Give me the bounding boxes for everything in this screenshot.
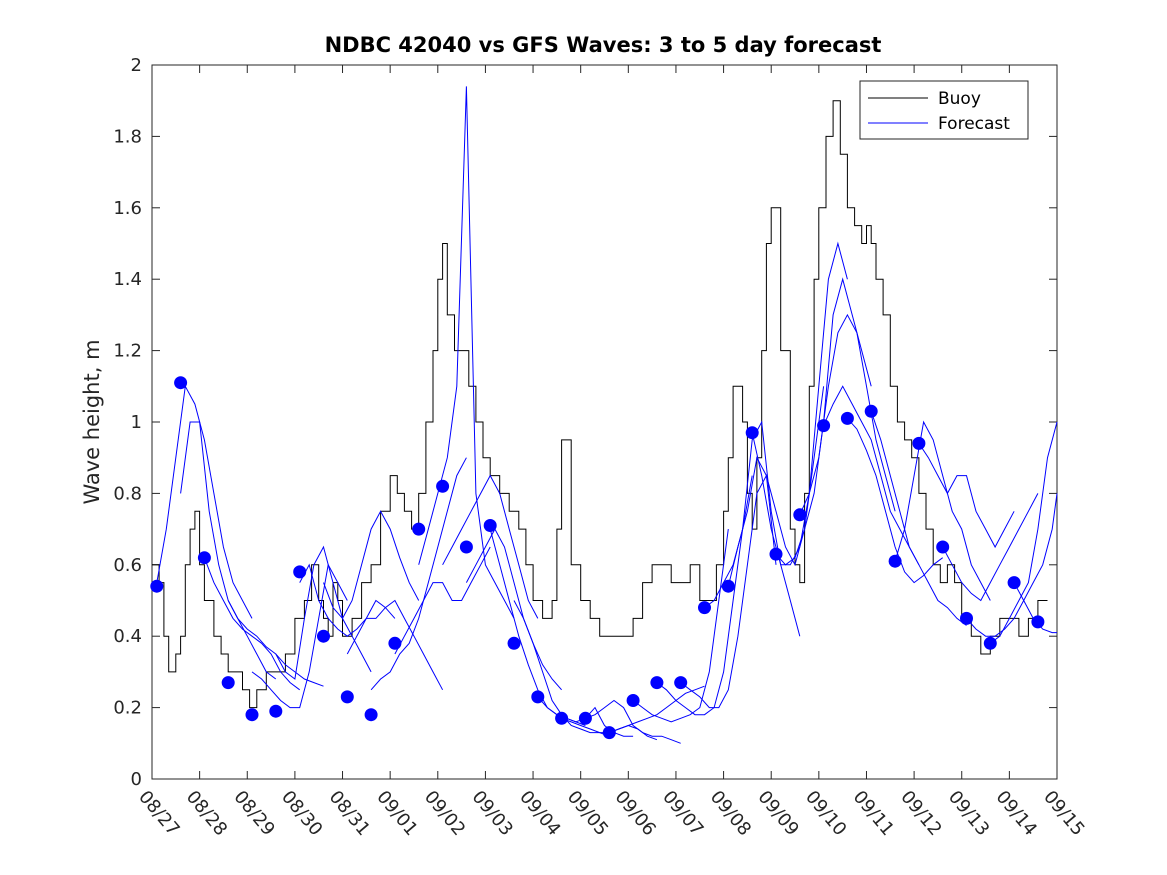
forecast-series-line [727, 386, 825, 587]
forecast-series-line [418, 86, 515, 619]
forecast-series-line [299, 563, 396, 637]
forecast-series-line [156, 384, 253, 619]
forecast-series-line [465, 528, 562, 691]
forecast-point [674, 676, 688, 690]
forecast-series-line [990, 421, 1058, 644]
forecast-point [174, 376, 188, 390]
forecast-point [555, 711, 569, 725]
forecast-point [721, 579, 735, 593]
forecast-point [364, 708, 378, 722]
forecast-point [769, 547, 783, 561]
forecast-point [245, 708, 259, 722]
plot-area [151, 64, 1058, 780]
forecast-series-line [680, 473, 777, 709]
y-tick-label: 1.2 [113, 341, 142, 362]
forecast-series-line [918, 443, 1015, 549]
forecast-series-line [275, 545, 372, 680]
forecast-point [293, 565, 307, 579]
forecast-point [221, 676, 235, 690]
forecast-point [412, 522, 426, 536]
y-tick-label: 2 [131, 55, 142, 76]
forecast-series-line [656, 475, 753, 716]
forecast-series-line [966, 493, 1058, 637]
y-tick-label: 0 [131, 769, 142, 790]
forecast-series-line [585, 699, 681, 744]
forecast-point [864, 404, 878, 418]
forecast-point [983, 636, 997, 650]
y-tick-label: 1.4 [113, 269, 142, 290]
forecast-point [698, 601, 711, 615]
forecast-point [150, 579, 164, 593]
legend-box [859, 80, 1029, 140]
forecast-point [912, 436, 926, 450]
legend: Buoy Forecast [859, 80, 1029, 140]
forecast-point [459, 540, 473, 554]
forecast-point [960, 611, 973, 625]
chart-title: NDBC 42040 vs GFS Waves: 3 to 5 day fore… [325, 33, 882, 57]
forecast-series-line [704, 420, 801, 637]
forecast-series-line [847, 418, 943, 584]
forecast-series-line [346, 599, 444, 691]
forecast-point [840, 411, 854, 425]
forecast-point [817, 419, 831, 433]
forecast-series-line [323, 510, 420, 620]
forecast-series-line [632, 529, 729, 723]
forecast-series-line [751, 241, 848, 566]
forecast-point [1007, 576, 1021, 590]
forecast-point [531, 690, 545, 704]
y-axis-label: Wave height, m [80, 339, 104, 504]
y-tick-label: 1 [131, 412, 142, 433]
legend-buoy-label: Buoy [938, 89, 981, 109]
y-tick-label: 0.4 [113, 626, 142, 647]
forecast-series-line [609, 685, 705, 734]
forecast-series-line [442, 474, 539, 619]
forecast-point [1031, 615, 1045, 629]
legend-forecast-label: Forecast [938, 114, 1010, 134]
y-tick-label: 0.8 [113, 483, 142, 504]
forecast-point [936, 540, 950, 554]
y-tick-label: 0.6 [113, 555, 142, 576]
y-tick-label: 1.8 [113, 126, 142, 147]
forecast-point [745, 426, 759, 440]
forecast-series-line [251, 563, 348, 709]
forecast-point [340, 690, 354, 704]
y-axis: 0 0.2 0.4 0.6 0.8 1 1.2 1.4 1.6 1.8 2 [113, 55, 1057, 790]
forecast-point [626, 694, 640, 707]
forecast-point [197, 551, 211, 565]
series-layer [150, 86, 1058, 744]
forecast-series-line [799, 313, 896, 516]
forecast-series-line [394, 546, 491, 655]
forecast-point [507, 636, 521, 650]
forecast-point [602, 726, 616, 740]
forecast-point [317, 629, 330, 643]
forecast-point [650, 676, 664, 690]
forecast-series-line [894, 420, 991, 601]
forecast-point [388, 636, 402, 650]
forecast-series-line [370, 457, 467, 691]
y-tick-label: 1.6 [113, 198, 142, 219]
forecast-point [793, 508, 807, 522]
forecast-series-line [942, 493, 1039, 602]
forecast-point [436, 479, 450, 493]
buoy-series-line [152, 100, 1048, 709]
forecast-series-line [870, 411, 967, 626]
y-tick-label: 0.2 [113, 698, 142, 719]
forecast-point [578, 711, 592, 725]
forecast-point [269, 704, 283, 718]
forecast-point [483, 519, 497, 532]
forecast-series-line [203, 557, 301, 691]
forecast-point [888, 554, 902, 568]
